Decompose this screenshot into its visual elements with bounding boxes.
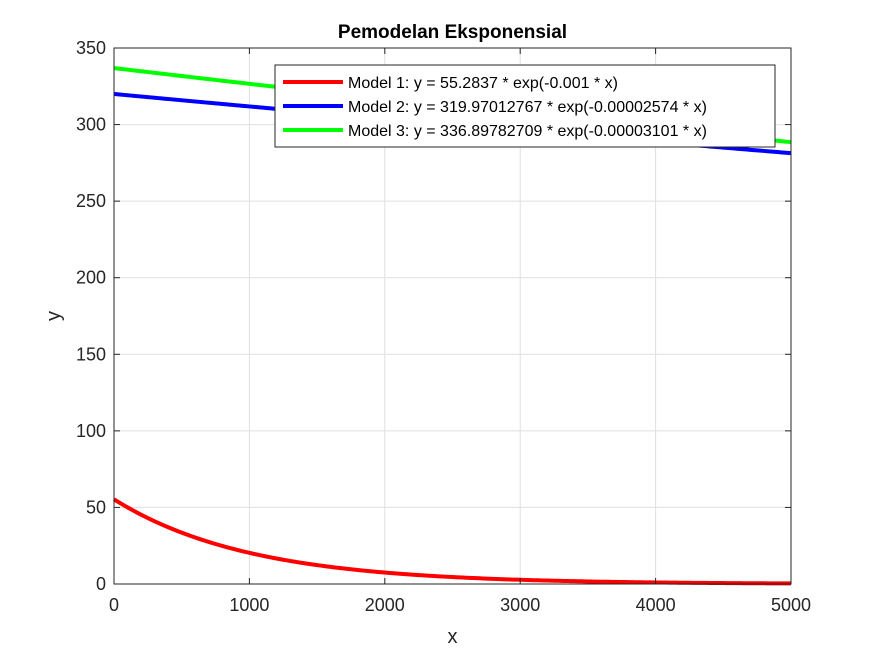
y-tick-label: 150 — [76, 344, 106, 364]
y-axis-label: y — [43, 311, 65, 321]
y-tick-label: 300 — [76, 115, 106, 135]
legend-label: Model 3: y = 336.89782709 * exp(-0.00003… — [348, 123, 707, 140]
y-tick-label: 50 — [86, 497, 106, 517]
y-tick-label: 100 — [76, 421, 106, 441]
x-tick-label: 0 — [109, 595, 119, 615]
y-tick-label: 350 — [76, 38, 106, 58]
legend-label: Model 1: y = 55.2837 * exp(-0.001 * x) — [348, 75, 618, 92]
x-axis-label: x — [448, 626, 458, 648]
legend-box — [274, 64, 776, 148]
legend-label: Model 2: y = 319.97012767 * exp(-0.00002… — [348, 99, 707, 116]
y-tick-label: 200 — [76, 268, 106, 288]
y-tick-label: 0 — [96, 574, 106, 594]
series-line-model-1 — [112, 497, 792, 586]
y-tick-label: 250 — [76, 191, 106, 211]
x-tick-label: 2000 — [365, 595, 405, 615]
legend: Model 1: y = 55.2837 * exp(-0.001 * x) Mo… — [274, 64, 776, 148]
axes-box — [113, 47, 792, 585]
x-tick-label: 4000 — [636, 595, 676, 615]
x-tick-label: 5000 — [771, 595, 811, 615]
x-tick-label: 1000 — [229, 595, 269, 615]
chart-title: Pemodelan Eksponensial — [338, 22, 567, 43]
ticks: 0 1000 2000 3000 4000 5000 0 50 100 150 200 250 300 3… — [76, 38, 811, 615]
x-tick-label: 3000 — [500, 595, 540, 615]
